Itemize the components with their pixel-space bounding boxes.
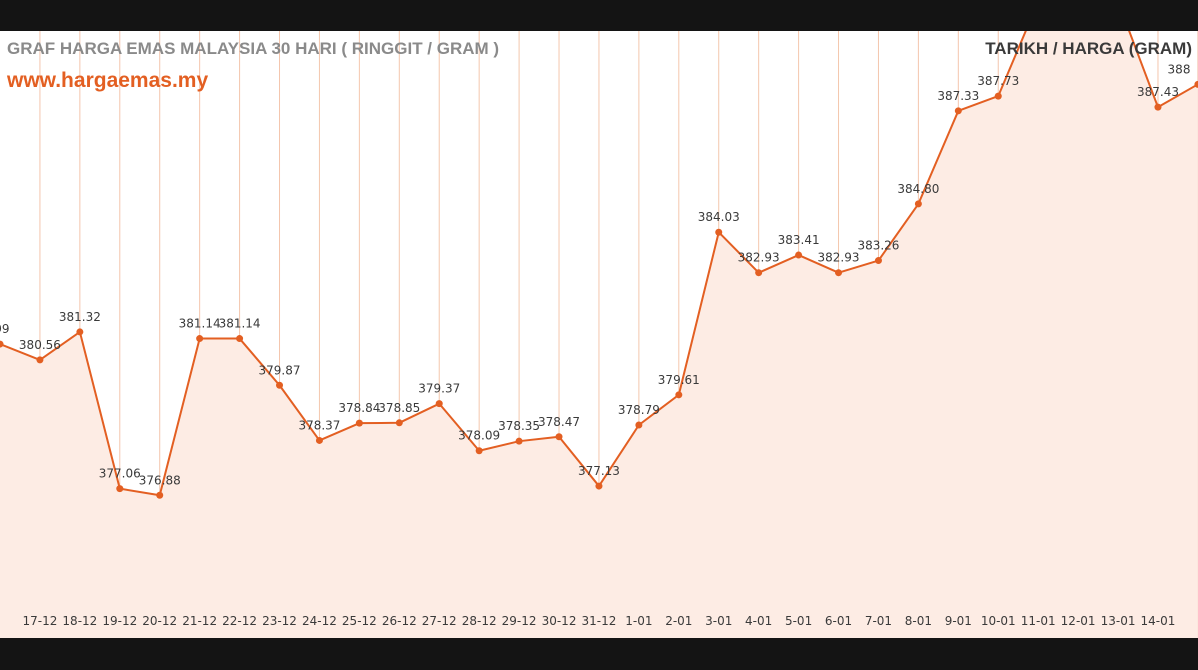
value-label-18-12: 381.32	[59, 310, 101, 324]
value-label-1-01: 378.79	[618, 403, 660, 417]
data-point-20-12	[156, 491, 164, 499]
data-point-28-12	[475, 447, 483, 455]
value-label-27-12: 379.37	[418, 382, 460, 396]
data-point-9-01	[954, 107, 962, 115]
tick-label-5-01: 5-01	[785, 614, 812, 628]
value-label-26-12: 378.85	[378, 401, 420, 415]
value-label-17-12: 380.56	[19, 338, 61, 352]
tick-label-30-12: 30-12	[542, 614, 577, 628]
value-label-14-01: 387.43	[1137, 85, 1179, 99]
tick-label-9-01: 9-01	[945, 614, 972, 628]
tick-label-6-01: 6-01	[825, 614, 852, 628]
data-point-31-12	[595, 482, 603, 490]
value-label-8-01: 384.80	[897, 182, 939, 196]
tick-label-27-12: 27-12	[422, 614, 457, 628]
value-label-5-01: 383.41	[778, 233, 820, 247]
data-points	[0, 80, 1198, 499]
tick-label-20-12: 20-12	[142, 614, 177, 628]
tick-label-21-12: 21-12	[182, 614, 217, 628]
value-label-22-12: 381.14	[219, 317, 261, 331]
tick-label-12-01: 12-01	[1061, 614, 1096, 628]
data-point-5-01	[795, 251, 803, 259]
data-point-29-12	[515, 437, 523, 445]
data-point-4-01	[755, 269, 763, 277]
tick-label-29-12: 29-12	[502, 614, 537, 628]
tick-label-19-12: 19-12	[102, 614, 137, 628]
data-point-30-12	[555, 433, 563, 441]
tick-label-17-12: 17-12	[22, 614, 57, 628]
data-point-18-12	[76, 328, 84, 336]
data-point-26-12	[395, 419, 403, 427]
data-point-22-12	[236, 335, 244, 343]
tick-label-18-12: 18-12	[62, 614, 97, 628]
data-point-2-01	[675, 391, 683, 399]
value-label-31-12: 377.13	[578, 464, 620, 478]
value-label-16-12: .99	[0, 322, 10, 336]
tick-label-26-12: 26-12	[382, 614, 417, 628]
value-label-9-01: 387.33	[937, 89, 979, 103]
tick-label-3-01: 3-01	[705, 614, 732, 628]
tick-label-2-01: 2-01	[665, 614, 692, 628]
value-label-23-12: 379.87	[259, 363, 301, 377]
chart-subtitle-website: www.hargaemas.my	[6, 69, 208, 92]
data-point-27-12	[435, 400, 443, 408]
area-fill	[0, 31, 1198, 638]
value-label-25-12: 378.84	[338, 401, 380, 415]
data-point-14-01	[1154, 103, 1162, 111]
tick-label-31-12: 31-12	[582, 614, 617, 628]
tick-label-22-12: 22-12	[222, 614, 257, 628]
tick-label-1-01: 1-01	[625, 614, 652, 628]
value-label-24-12: 378.37	[298, 418, 340, 432]
tick-label-10-01: 10-01	[981, 614, 1016, 628]
tick-label-13-01: 13-01	[1101, 614, 1136, 628]
value-label-29-12: 378.35	[498, 419, 540, 433]
data-point-21-12	[196, 335, 204, 343]
value-label-19-12: 377.06	[99, 467, 141, 481]
chart-title: GRAF HARGA EMAS MALAYSIA 30 HARI ( RINGG…	[7, 39, 499, 58]
data-point-15-01	[1194, 80, 1198, 88]
data-point-23-12	[276, 381, 284, 389]
data-point-8-01	[914, 200, 922, 208]
legend-title: TARIKH / HARGA (GRAM)	[985, 39, 1192, 58]
value-label-4-01: 382.93	[738, 251, 780, 265]
tick-label-24-12: 24-12	[302, 614, 337, 628]
tick-label-28-12: 28-12	[462, 614, 497, 628]
value-label-2-01: 379.61	[658, 373, 700, 387]
tick-label-11-01: 11-01	[1021, 614, 1056, 628]
tick-label-14-01: 14-01	[1141, 614, 1176, 628]
tick-label-8-01: 8-01	[905, 614, 932, 628]
value-label-7-01: 383.26	[857, 239, 899, 253]
tick-label-7-01: 7-01	[865, 614, 892, 628]
value-label-15-01: 388	[1168, 62, 1191, 76]
tick-label-25-12: 25-12	[342, 614, 377, 628]
tick-label-4-01: 4-01	[745, 614, 772, 628]
data-point-10-01	[994, 92, 1002, 100]
data-point-6-01	[835, 269, 843, 277]
tick-label-23-12: 23-12	[262, 614, 297, 628]
data-point-3-01	[715, 228, 723, 236]
data-point-7-01	[874, 257, 882, 265]
data-point-16-12	[0, 340, 4, 348]
value-label-30-12: 378.47	[538, 415, 580, 429]
x-tick-labels: 17-12 18-12 19-12 20-12 21-12 22-12 23-12 24-12…	[22, 614, 1175, 628]
data-point-1-01	[635, 421, 643, 429]
value-label-20-12: 376.88	[139, 473, 181, 487]
data-point-25-12	[355, 419, 363, 427]
data-point-19-12	[116, 485, 124, 493]
series-area	[0, 31, 1198, 638]
value-label-21-12: 381.14	[179, 317, 221, 331]
data-point-17-12	[36, 356, 44, 364]
data-point-24-12	[315, 436, 323, 444]
value-label-6-01: 382.93	[818, 251, 860, 265]
value-label-3-01: 384.03	[698, 210, 740, 224]
value-label-10-01: 387.73	[977, 74, 1019, 88]
value-label-28-12: 378.09	[458, 429, 500, 443]
